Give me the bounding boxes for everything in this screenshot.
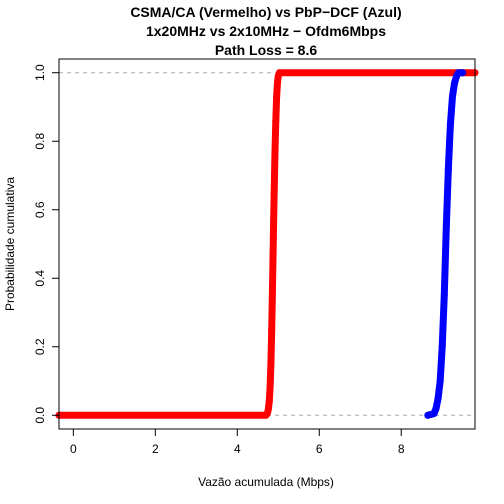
series-0-point-10 xyxy=(269,233,277,241)
series-1-point-5 xyxy=(438,343,446,351)
x-tick-label-1: 2 xyxy=(152,442,159,456)
series-0-point-13 xyxy=(272,117,280,125)
series-0 xyxy=(55,69,479,419)
title-line-3: Path Loss = 8.6 xyxy=(215,42,318,58)
series-0-point-6 xyxy=(266,384,274,392)
y-tick-label-3: 0.6 xyxy=(33,201,47,218)
series-0-point-5 xyxy=(265,398,273,406)
series-1-point-14 xyxy=(459,69,467,77)
series-1 xyxy=(424,69,467,419)
series-0-point-12 xyxy=(271,148,279,155)
y-tick-label-0: 0.0 xyxy=(33,407,47,424)
y-tick-label-1: 0.2 xyxy=(33,338,47,355)
series-1-point-10 xyxy=(448,93,456,101)
x-tick-label-0: 0 xyxy=(70,442,77,456)
series-0-point-8 xyxy=(268,326,276,334)
x-tick-label-4: 8 xyxy=(398,442,405,456)
x-axis-label: Vazão acumulada (Mbps) xyxy=(198,475,334,489)
series-1-point-6 xyxy=(440,291,448,299)
series-0-point-14 xyxy=(273,93,281,101)
title-line-1: CSMA/CA (Vermelho) vs PbP−DCF (Azul) xyxy=(130,4,401,20)
series-0-line xyxy=(55,69,479,419)
series-1-point-2 xyxy=(432,404,440,412)
y-tick-label-4: 0.8 xyxy=(33,133,47,150)
axes: 0 2 4 6 8 0.0 0.2 0.4 0.6 0.8 1.0 xyxy=(33,64,405,456)
series-0-point-7 xyxy=(267,360,275,368)
series-layer xyxy=(55,69,479,419)
series-0-point-9 xyxy=(269,281,277,289)
series-0-point-17 xyxy=(276,69,284,77)
series-1-point-8 xyxy=(444,165,452,173)
series-1-point-3 xyxy=(434,394,442,402)
series-0-point-4 xyxy=(264,404,272,412)
series-1-point-4 xyxy=(436,377,444,385)
y-tick-label-2: 0.4 xyxy=(33,270,47,287)
series-1-line xyxy=(424,69,467,419)
y-tick-label-5: 1.0 xyxy=(33,64,47,81)
series-0-point-15 xyxy=(273,79,281,87)
series-1-point-9 xyxy=(446,120,454,128)
chart-title: CSMA/CA (Vermelho) vs PbP−DCF (Azul) 1x2… xyxy=(130,4,401,58)
x-tick-label-2: 4 xyxy=(234,442,241,456)
x-tick-label-3: 6 xyxy=(316,442,323,456)
series-1-point-11 xyxy=(451,79,459,87)
series-1-point-0 xyxy=(424,411,432,419)
reference-lines xyxy=(59,72,475,416)
series-0-point-11 xyxy=(270,189,278,197)
title-line-2: 1x20MHz vs 2x10MHz − Ofdm6Mbps xyxy=(146,23,386,39)
y-axis-label: Probabilidade cumulativa xyxy=(3,177,17,311)
series-1-point-7 xyxy=(442,223,450,231)
plot-frame xyxy=(58,58,476,430)
